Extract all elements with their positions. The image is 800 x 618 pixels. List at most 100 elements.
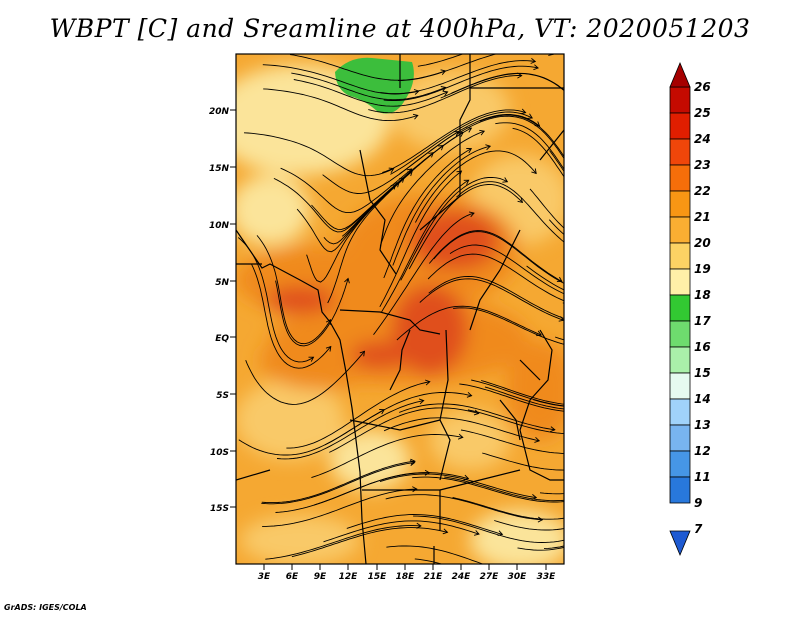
map-frame <box>235 53 565 565</box>
streamline-arrow <box>565 342 570 347</box>
streamline-arrow <box>565 292 570 297</box>
streamline <box>495 122 564 170</box>
wbpt-shading <box>236 54 564 564</box>
streamline <box>280 167 412 214</box>
lon-tick: 21E <box>424 564 444 582</box>
streamline-arrow <box>409 460 416 467</box>
lat-label-10s: 10S <box>210 448 229 458</box>
colorbar-label: 18 <box>694 288 711 302</box>
streamline <box>479 114 564 158</box>
colorbar-label: 25 <box>694 106 711 120</box>
lon-label-24e: 24E <box>452 572 472 582</box>
lon-tick: 12E <box>339 564 359 582</box>
colorbar-label: 26 <box>694 80 711 94</box>
lon-tick: 24E <box>452 564 472 582</box>
streamline <box>433 231 564 284</box>
streamline-arrow <box>473 530 480 536</box>
streamline <box>256 235 331 345</box>
streamline-arrow <box>566 338 571 343</box>
streamline-arrow <box>556 276 563 283</box>
colorbar-label: 15 <box>694 366 711 380</box>
streamline-arrow <box>440 86 447 92</box>
colorbar-label: 17 <box>694 314 711 328</box>
lat-label-5n: 5N <box>215 278 229 288</box>
streamline-arrow <box>565 499 570 504</box>
colorbar-label: 14 <box>694 392 711 406</box>
streamline <box>373 212 475 335</box>
streamline <box>379 473 537 499</box>
streamline-arrow <box>399 177 405 183</box>
streamline <box>415 150 537 223</box>
streamline-arrow <box>567 491 572 496</box>
streamline <box>419 278 564 321</box>
lon-label-27e: 27E <box>480 572 500 582</box>
lat-tick: 15S <box>210 504 236 514</box>
streamline-arrow <box>565 498 570 503</box>
streamline-arrow <box>418 398 425 405</box>
streamline-arrow <box>566 174 571 179</box>
lon-label-12e: 12E <box>339 572 359 582</box>
streamline <box>533 399 564 407</box>
streamline-arrow <box>531 168 537 175</box>
colorbar-swatch <box>669 450 691 478</box>
colorbar-swatch <box>669 424 691 452</box>
streamline <box>494 520 564 531</box>
streamline-arrow <box>438 144 444 151</box>
colorbar-label: 21 <box>694 210 711 224</box>
streamline <box>512 127 564 178</box>
streamline-arrow <box>485 144 492 151</box>
streamline-arrow <box>566 289 571 294</box>
streamline-arrow <box>442 90 449 97</box>
lon-label-21e: 21E <box>424 572 444 582</box>
streamline <box>275 472 430 513</box>
streamline <box>291 527 448 558</box>
streamline <box>482 452 564 471</box>
streamline <box>243 132 394 177</box>
streamline <box>289 54 446 81</box>
streamline <box>293 79 448 107</box>
colorbar-label: 7 <box>694 522 703 536</box>
streamline-arrow <box>466 127 473 133</box>
lat-tick: 10S <box>210 448 236 458</box>
streamline <box>286 381 430 449</box>
streamline <box>381 179 469 313</box>
streamline-arrow <box>453 131 460 137</box>
streamline <box>453 307 564 345</box>
streamline-arrow <box>502 177 509 183</box>
streamline-arrow <box>325 345 332 352</box>
streamline-arrow <box>379 409 385 415</box>
streamline <box>529 188 564 229</box>
lon-tick: 15E <box>368 564 387 582</box>
streamline <box>261 460 416 504</box>
streamline-arrow <box>424 379 431 386</box>
streamline <box>327 170 413 304</box>
streamline-arrow <box>458 131 464 137</box>
colorbar-swatch <box>669 320 691 348</box>
colorbar-swatch <box>669 398 691 426</box>
lat-label-15s: 15S <box>210 504 229 514</box>
streamline <box>390 111 533 175</box>
streamline <box>383 148 472 279</box>
lon-label-30e: 30E <box>508 572 528 582</box>
lat-label-eq: EQ <box>215 334 229 344</box>
colorbar-labels: 26 25 24 23 22 21 20 19 18 17 16 15 14 1… <box>694 80 711 536</box>
streamline <box>428 275 564 319</box>
streamline-arrow <box>412 113 419 120</box>
streamline-arrow <box>440 69 447 75</box>
streamline <box>346 514 503 535</box>
streamline-arrow <box>530 58 537 64</box>
streamline <box>262 488 417 527</box>
grads-credit: GrADS: IGES/COLA <box>4 603 87 612</box>
lat-tick: 15N <box>209 164 236 174</box>
streamline <box>456 181 564 243</box>
streamline-arrow <box>568 467 572 472</box>
colorbar-label: 19 <box>694 262 711 276</box>
streamline-arrow <box>466 148 473 154</box>
coastlines-borders <box>236 54 564 564</box>
streamline <box>291 72 446 101</box>
lat-label-15n: 15N <box>209 164 230 174</box>
streamline <box>467 409 564 434</box>
streamline <box>385 494 543 521</box>
streamline <box>368 75 522 114</box>
